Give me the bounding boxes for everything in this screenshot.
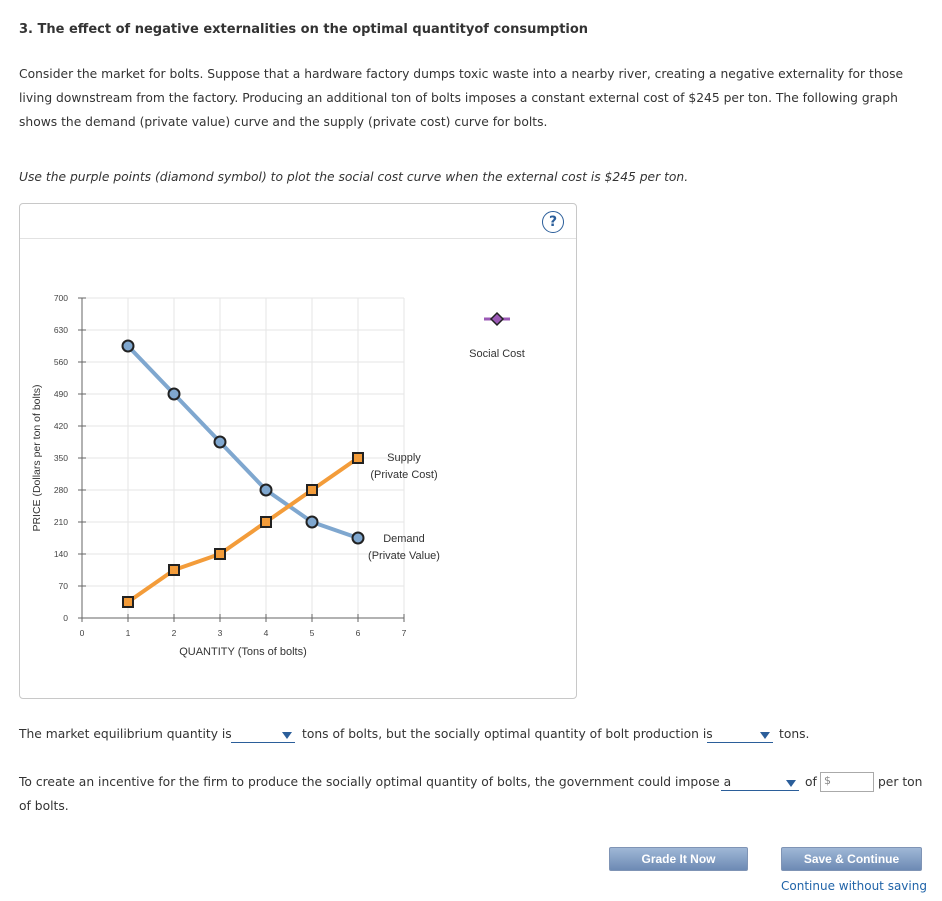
chevron-down-icon [282,732,292,739]
optimal-quantity-dropdown[interactable] [707,727,773,743]
x-tick-label: 4 [264,628,269,638]
grade-it-now-button[interactable]: Grade It Now [609,847,748,871]
y-tick-label: 350 [54,453,68,463]
policy-type-dropdown[interactable] [721,775,799,791]
demand-point[interactable] [305,515,319,529]
supply-curve [126,456,360,604]
diamond-icon[interactable] [489,311,505,327]
save-continue-button[interactable]: Save & Continue [781,847,922,871]
demand-point[interactable] [167,387,181,401]
demand-curve [126,344,359,540]
q2-per-ton: per ton [878,775,923,789]
supply-label: Supply [387,452,421,464]
demand-label-sub: (Private Value) [368,550,440,562]
supply-label-sub: (Private Cost) [370,469,437,481]
x-tick-label: 3 [218,628,223,638]
q2-text-b: of bolts. [19,799,69,813]
x-tick-label: 6 [356,628,361,638]
graph-instruction: Use the purple points (diamond symbol) t… [19,170,689,184]
supply-point[interactable] [352,452,364,464]
graph-toolbar: ? [20,204,576,239]
dollar-prefix: $ [824,774,831,787]
x-tick-label: 5 [310,628,315,638]
x-axis-label: QUANTITY (Tons of bolts) [179,646,307,658]
y-tick-label: 70 [59,581,69,591]
x-tick-label: 2 [172,628,177,638]
graph-panel: ? 0 70 140 210 280 350 420 490 560 630 700 0 1 2 3 4 5 6 7… [19,203,577,699]
supply-point[interactable] [122,596,134,608]
supply-point[interactable] [306,484,318,496]
y-axis-label: PRICE (Dollars per ton of bolts) [31,384,43,531]
tax-amount-input[interactable]: $ [820,772,874,792]
y-tick-label: 140 [54,549,68,559]
supply-point[interactable] [214,548,226,560]
chart[interactable]: 0 70 140 210 280 350 420 490 560 630 700 0 1 2 3 4 5 6 7 QU… [20,204,576,698]
demand-point[interactable] [213,435,227,449]
supply-point[interactable] [260,516,272,528]
q1-text-b: tons of bolts, but the socially optimal … [302,727,713,741]
y-tick-label: 210 [54,517,68,527]
y-tick-label: 700 [54,293,68,303]
question-paragraph: Consider the market for bolts. Suppose t… [19,67,904,129]
chevron-down-icon [760,732,770,739]
chevron-down-icon [786,780,796,787]
equilibrium-quantity-dropdown[interactable] [231,727,295,743]
supply-point[interactable] [168,564,180,576]
x-tick-label: 7 [402,628,407,638]
question-title: 3. The effect of negative externalities … [19,22,589,37]
demand-point[interactable] [259,483,273,497]
x-tick-label: 0 [80,628,85,638]
x-tick-label: 1 [126,628,131,638]
y-tick-label: 280 [54,485,68,495]
y-tick-label: 0 [63,613,68,623]
help-icon[interactable]: ? [542,211,564,233]
continue-without-saving-link[interactable]: Continue without saving [781,879,927,893]
y-tick-label: 490 [54,389,68,399]
y-tick-label: 420 [54,421,68,431]
q2-of: of [805,775,817,789]
y-tick-label: 630 [54,325,68,335]
y-tick-label: 560 [54,357,68,367]
demand-point[interactable] [351,531,365,545]
q2-text-a: To create an incentive for the firm to p… [19,775,732,789]
demand-label: Demand [383,533,425,545]
social-cost-tool-label: Social Cost [469,348,525,360]
demand-point[interactable] [121,339,135,353]
q1-text-c: tons. [779,727,810,741]
q1-text-a: The market equilibrium quantity is [19,727,232,741]
